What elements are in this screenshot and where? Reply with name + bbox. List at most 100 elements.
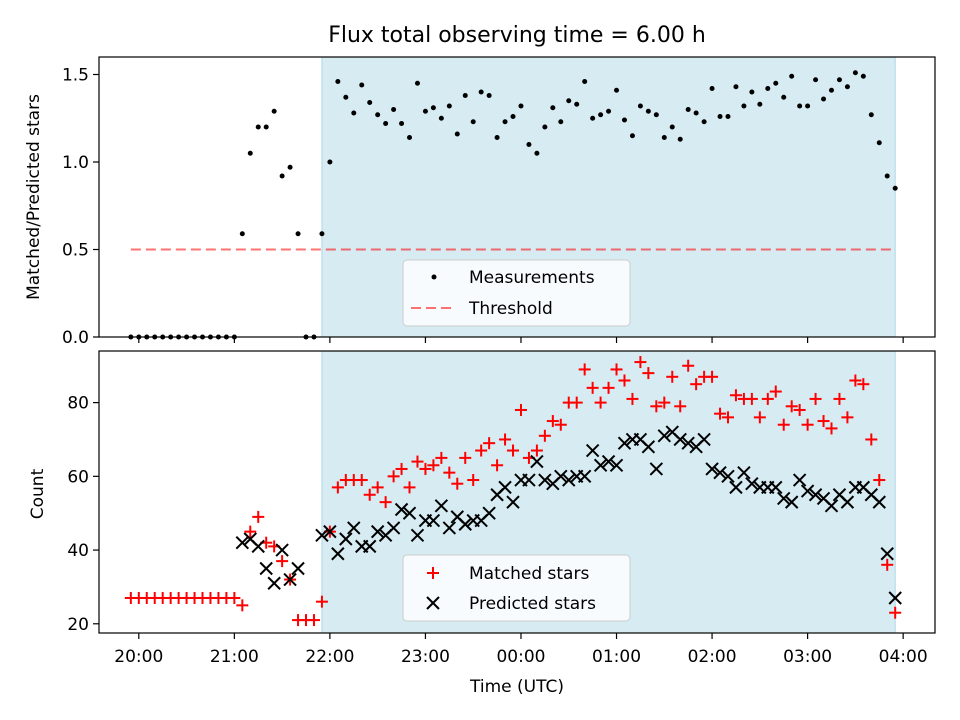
measurement-point (685, 107, 691, 112)
matched-star-point (411, 455, 424, 468)
measurement-point (486, 93, 492, 98)
bottom-y-ticks: 20 40 60 80 (67, 394, 99, 635)
measurement-point (255, 124, 261, 130)
measurement-point (693, 110, 699, 116)
top-y-axis-label: Matched/Predicted stars (24, 94, 44, 300)
measurement-point (295, 231, 301, 237)
predicted-star-point (442, 521, 457, 535)
measurement-point (422, 108, 428, 114)
legend-predicted-marker (426, 596, 440, 610)
predicted-star-point (323, 524, 337, 539)
matched-star-point (554, 418, 567, 431)
predicted-star-point (784, 495, 799, 509)
bottom-y-tick-label: 40 (67, 541, 89, 561)
measurement-point (614, 87, 620, 93)
measurement-point (279, 173, 285, 179)
predicted-star-point (458, 517, 472, 531)
bottom-x-tick-label: 00:00 (496, 647, 545, 667)
measurement-point (263, 124, 269, 130)
predicted-star-point (259, 561, 273, 576)
predicted-star-point (498, 480, 512, 495)
measurement-point (518, 103, 524, 109)
matched-star-point (371, 481, 384, 494)
measurement-point (446, 103, 452, 109)
matched-star-point (594, 396, 607, 409)
measurement-point (319, 231, 325, 237)
measurement-point (606, 108, 612, 114)
top-x-ticks (138, 337, 904, 343)
matched-star-point (849, 374, 862, 387)
measurement-point (797, 103, 803, 109)
matched-star-point (228, 591, 241, 604)
matched-star-point (721, 411, 734, 424)
predicted-star-point (426, 513, 441, 528)
bottom-y-tick-label: 20 (67, 615, 89, 635)
matched-star-point (729, 389, 742, 402)
top-axes-frame (98, 56, 936, 338)
matched-star-point (363, 488, 376, 501)
predicted-star-point (657, 429, 672, 443)
predicted-star-point (394, 502, 409, 517)
measurement-point (653, 112, 659, 118)
matched-star-point (881, 558, 894, 571)
bottom-x-tick-label: 22:00 (305, 647, 354, 667)
measurement-point (335, 79, 341, 84)
bottom-legend: Matched stars Predicted stars (402, 554, 631, 622)
measurement-point (868, 112, 874, 118)
predicted-star-point (880, 547, 894, 561)
predicted-star-point (386, 521, 401, 535)
measurement-point (526, 142, 532, 147)
predicted-star-point (283, 572, 297, 587)
predicted-star-point (291, 561, 305, 576)
bottom-x-ticks: 20:00 21:00 22:00 23:00 00:00 01:00 02:00 03:00… (114, 633, 928, 667)
predicted-star-point (522, 473, 536, 487)
predicted-star-point (713, 465, 727, 480)
matched-star-point (578, 363, 591, 376)
predicted-star-point (585, 443, 600, 458)
measurement-point (430, 105, 436, 111)
predicted-star-point (331, 547, 345, 561)
matched-star-point (809, 392, 822, 405)
measurement-point (414, 80, 420, 86)
bottom-y-axis-label: Count (28, 468, 48, 519)
matched-star-point (865, 433, 878, 446)
matched-star-point (753, 411, 766, 424)
measurement-point (757, 101, 763, 107)
predicted-star-point (267, 576, 281, 590)
measurement-point (701, 119, 707, 125)
measurement-point (510, 114, 516, 119)
predicted-star-point (339, 532, 353, 546)
measurement-point (239, 231, 245, 237)
matched-star-point (307, 614, 320, 627)
matched-star-point (833, 392, 846, 405)
measurement-point (621, 117, 627, 123)
matched-star-point (499, 433, 512, 446)
measurement-point (494, 135, 500, 140)
predicted-stars-points (235, 425, 902, 605)
top-y-tick-label: 0.0 (62, 328, 89, 348)
measurement-point (892, 185, 898, 191)
measurement-point (478, 89, 484, 95)
chart-title: Flux total observing time = 6.00 h (328, 23, 706, 48)
matched-star-point (530, 444, 543, 457)
predicted-star-point (402, 506, 417, 520)
predicted-star-point (617, 436, 632, 450)
measurement-point (860, 73, 866, 79)
measurement-point (327, 159, 333, 165)
bottom-x-tick-label: 23:00 (401, 647, 450, 667)
measurement-point (391, 107, 397, 112)
matched-star-point (419, 462, 432, 475)
predicted-star-point (315, 528, 329, 543)
measurement-point (566, 98, 572, 104)
top-y-tick-label: 1.0 (62, 153, 89, 173)
legend-predicted-label: Predicted stars (469, 594, 596, 614)
measurement-point (876, 140, 882, 146)
predicted-star-point (824, 499, 839, 513)
measurement-point (351, 110, 357, 116)
matched-star-point (650, 400, 663, 413)
matched-star-point (706, 370, 719, 383)
measurement-point (454, 131, 460, 137)
predicted-star-point (482, 506, 496, 520)
matched-star-point (435, 451, 448, 464)
matched-star-point (379, 496, 392, 509)
